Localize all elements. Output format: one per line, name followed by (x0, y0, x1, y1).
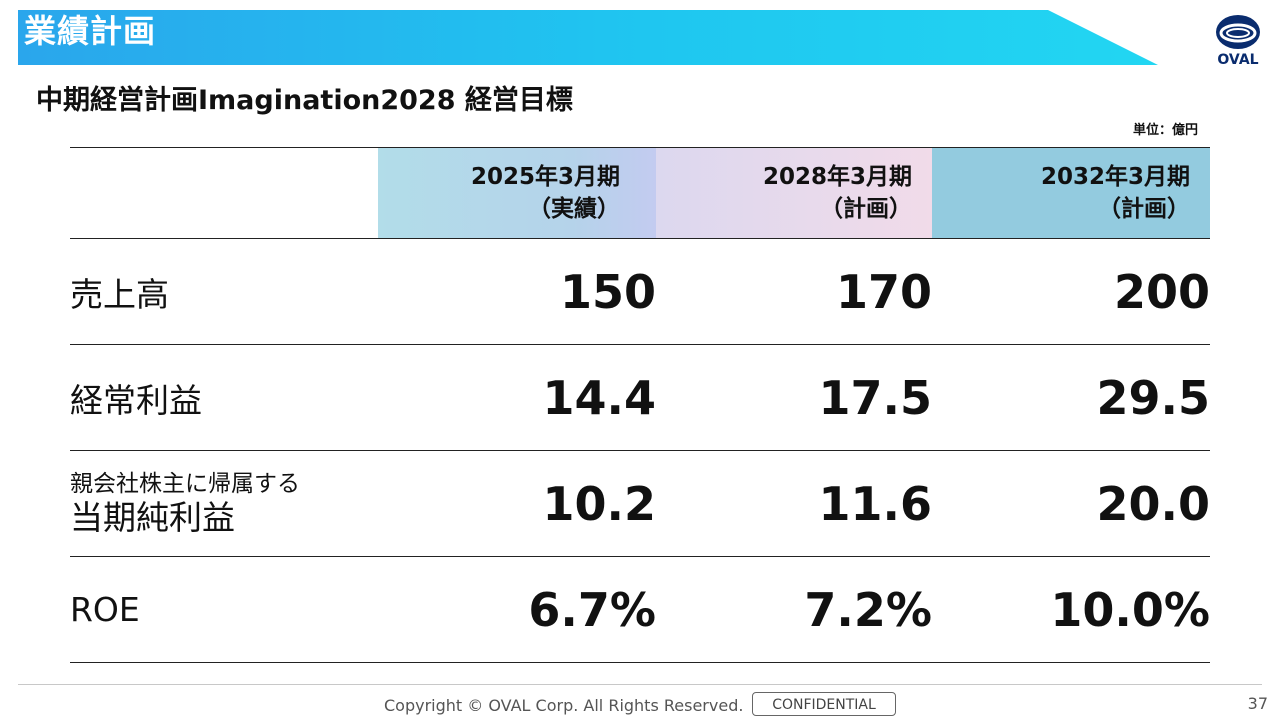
section-banner (18, 10, 1158, 65)
unit-label: 単位：億円 (1132, 123, 1198, 138)
kpi-table: 2025年3月期 （実績） 2028年3月期 （計画） 2032年3月期 （計画… (70, 147, 1210, 663)
cell-value: 170 (656, 238, 932, 345)
cell-value: 11.6 (656, 450, 932, 557)
header-blank-cell (70, 147, 378, 239)
column-header-line1: 2028年3月期 (762, 164, 912, 190)
logo-text: OVAL (1217, 52, 1259, 68)
cell-value: 200 (932, 238, 1210, 345)
column-header-line1: 2025年3月期 (470, 164, 620, 190)
cell-value: 6.7% (378, 556, 656, 663)
row-label: ROE (70, 556, 378, 663)
column-header-fy2028: 2028年3月期 （計画） (656, 147, 932, 239)
row-label: 売上高 (70, 238, 378, 345)
row-label: 経常利益 (70, 344, 378, 451)
row-label: 親会社株主に帰属する 当期純利益 (70, 450, 378, 557)
footer-divider (18, 684, 1262, 685)
table-header-row: 2025年3月期 （実績） 2028年3月期 （計画） 2032年3月期 （計画… (70, 147, 1210, 239)
table-row-ordinary-profit: 経常利益 14.4 17.5 29.5 (70, 344, 1210, 451)
page-number: 37 (1247, 694, 1268, 713)
row-label-main: 当期純利益 (70, 497, 235, 537)
company-logo: OVAL (1212, 14, 1264, 74)
table-row-net-income: 親会社株主に帰属する 当期純利益 10.2 11.6 20.0 (70, 450, 1210, 557)
column-header-line2: （実績） (528, 196, 620, 222)
column-header-fy2032: 2032年3月期 （計画） (932, 147, 1210, 239)
cell-value: 150 (378, 238, 656, 345)
row-label-prefix: 親会社株主に帰属する (70, 470, 300, 497)
oval-logo-icon (1216, 15, 1260, 49)
section-title: 業績計画 (24, 12, 157, 50)
table-row-net-sales: 売上高 150 170 200 (70, 238, 1210, 345)
table-row-roe: ROE 6.7% 7.2% 10.0% (70, 556, 1210, 663)
page-subtitle: 中期経営計画Imagination2028 経営目標 (36, 85, 573, 116)
column-header-line1: 2032年3月期 (1040, 164, 1190, 190)
cell-value: 20.0 (932, 450, 1210, 557)
column-header-line2: （計画） (820, 196, 912, 222)
column-header-line2: （計画） (1098, 196, 1190, 222)
cell-value: 29.5 (932, 344, 1210, 451)
confidential-badge: CONFIDENTIAL (752, 692, 896, 716)
cell-value: 10.0% (932, 556, 1210, 663)
column-header-fy2025: 2025年3月期 （実績） (378, 147, 656, 239)
cell-value: 14.4 (378, 344, 656, 451)
copyright-text: Copyright © OVAL Corp. All Rights Reserv… (384, 696, 744, 715)
cell-value: 17.5 (656, 344, 932, 451)
cell-value: 10.2 (378, 450, 656, 557)
cell-value: 7.2% (656, 556, 932, 663)
